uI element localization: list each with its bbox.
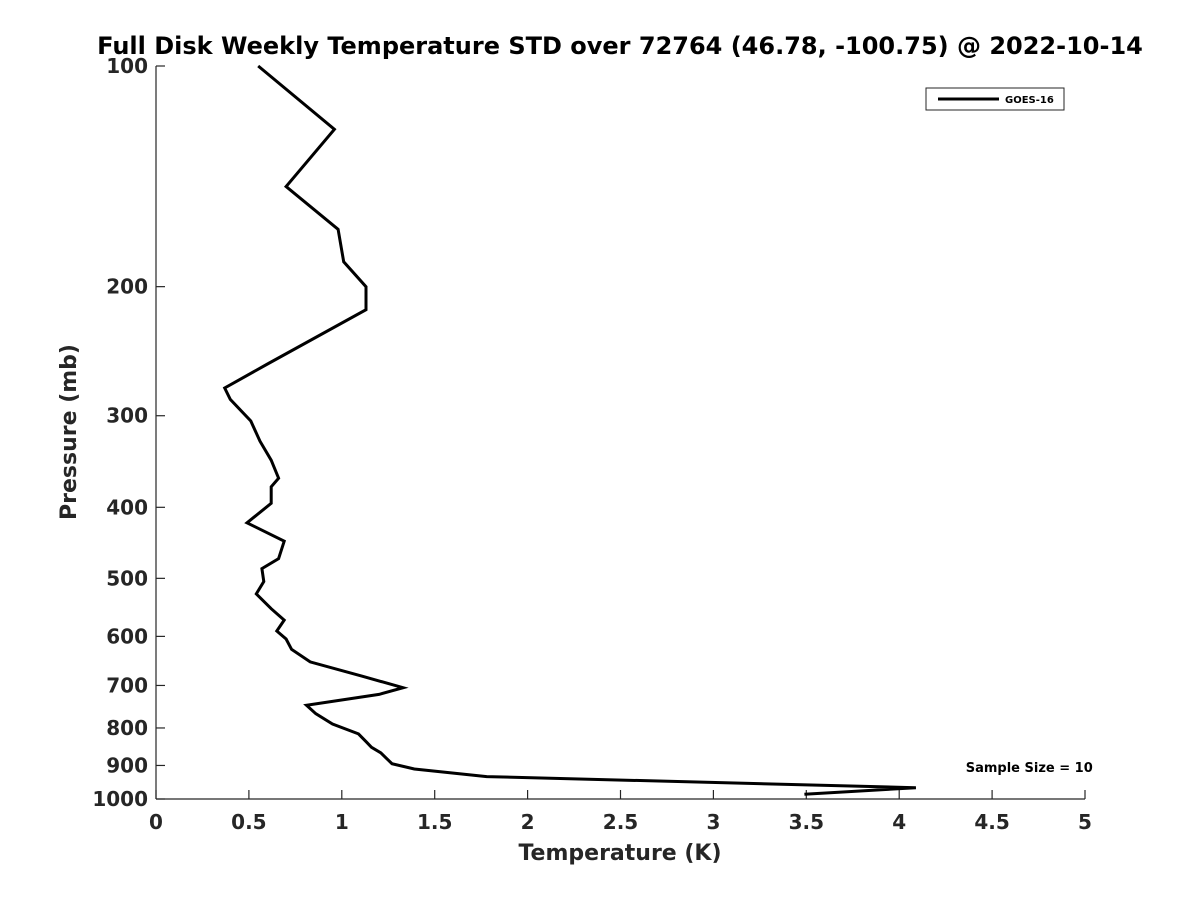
legend-label: GOES-16 [1005, 95, 1054, 106]
axes: 0 0.5 1 1.5 2 2.5 3 3.5 4 4.5 5 100 200 300 400 500 600 7… [92, 54, 1092, 834]
x-tick-label: 3 [706, 810, 720, 834]
y-tick-label: 400 [106, 495, 148, 519]
x-tick-label: 2 [521, 810, 535, 834]
series-line-goes-16 [222, 64, 916, 796]
x-tick-label: 2.5 [603, 810, 638, 834]
y-tick-label: 300 [106, 404, 148, 428]
y-tick-label: 600 [106, 624, 148, 648]
y-tick-label: 1000 [92, 787, 148, 811]
y-tick-label: 800 [106, 716, 148, 740]
x-tick-label: 4.5 [974, 810, 1009, 834]
x-tick-label: 4 [892, 810, 906, 834]
sample-size-annotation: Sample Size = 10 [966, 761, 1093, 776]
legend: GOES-16 [925, 87, 1065, 111]
x-tick-label: 5 [1078, 810, 1092, 834]
series-layer [222, 64, 916, 796]
x-tick-label: 3.5 [789, 810, 824, 834]
chart-title: Full Disk Weekly Temperature STD over 72… [97, 32, 1143, 60]
x-tick-label: 1.5 [417, 810, 452, 834]
y-tick-label: 900 [106, 753, 148, 777]
x-tick-label: 0.5 [231, 810, 266, 834]
x-tick-label: 1 [335, 810, 349, 834]
x-tick-label: 0 [149, 810, 163, 834]
y-tick-label: 700 [106, 673, 148, 697]
x-axis-label: Temperature (K) [518, 841, 721, 866]
y-tick-label: 100 [106, 54, 148, 78]
y-tick-label: 500 [106, 566, 148, 590]
y-axis-label: Pressure (mb) [57, 344, 82, 520]
annotations: Sample Size = 10 [966, 761, 1093, 776]
y-tick-label: 200 [106, 275, 148, 299]
